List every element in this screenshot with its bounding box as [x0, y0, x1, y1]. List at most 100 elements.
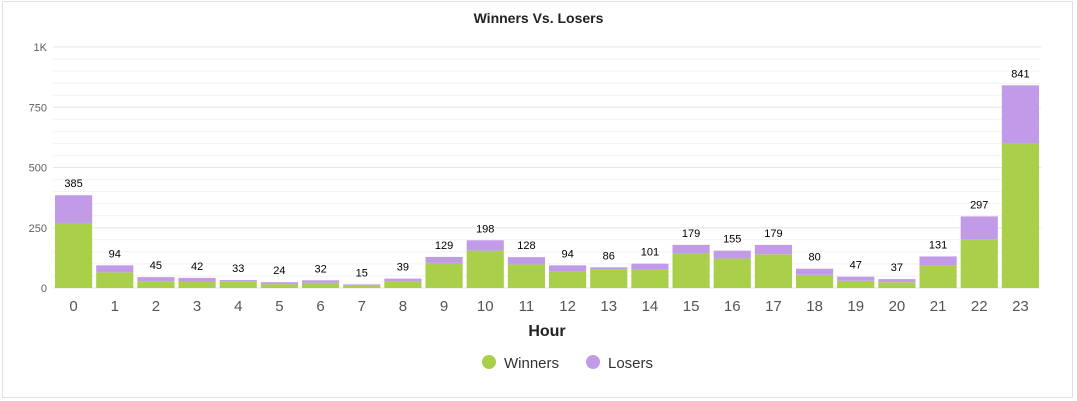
legend-marker-winners	[482, 355, 496, 369]
legend-item-losers[interactable]: Losers	[586, 355, 653, 372]
bar-losers-8[interactable]	[384, 278, 422, 282]
data-label-11: 128	[517, 240, 535, 252]
x-tick-label-0: 0	[69, 298, 77, 315]
x-tick-label-15: 15	[683, 298, 700, 315]
bar-losers-6[interactable]	[302, 280, 340, 283]
data-label-2: 45	[150, 260, 162, 272]
y-tick-label: 1K	[34, 42, 48, 54]
bar-winners-23[interactable]	[1001, 143, 1039, 288]
data-label-14: 101	[641, 247, 659, 259]
bar-winners-13[interactable]	[590, 269, 628, 288]
legend[interactable]: Winners Losers	[482, 355, 653, 372]
legend-label-losers: Losers	[608, 355, 653, 372]
x-tick-label-13: 13	[600, 298, 617, 315]
bar-winners-18[interactable]	[796, 274, 834, 288]
x-axis-ticks: 0 1 2 3 4 5 6 7 8 9 10 11 12 13 14 15 16 17 18 19 20 21 22 23	[69, 298, 1028, 315]
bar-losers-7[interactable]	[343, 284, 381, 286]
x-tick-label-4: 4	[234, 298, 242, 315]
bar-losers-18[interactable]	[796, 268, 834, 275]
x-tick-label-16: 16	[724, 298, 741, 315]
bar-winners-3[interactable]	[178, 281, 216, 288]
x-tick-label-20: 20	[889, 298, 906, 315]
data-label-7: 15	[356, 267, 368, 279]
bar-losers-9[interactable]	[425, 256, 463, 263]
x-tick-label-11: 11	[519, 298, 535, 315]
bar-losers-20[interactable]	[878, 279, 916, 283]
bar-losers-11[interactable]	[507, 257, 545, 265]
data-label-1: 94	[109, 248, 121, 260]
bar-losers-22[interactable]	[960, 216, 998, 240]
data-label-5: 24	[273, 265, 285, 277]
data-label-0: 385	[64, 178, 82, 190]
bar-losers-16[interactable]	[713, 250, 751, 259]
bar-winners-17[interactable]	[754, 254, 792, 288]
bar-losers-15[interactable]	[672, 244, 710, 254]
data-label-22: 297	[970, 199, 988, 211]
bar-losers-12[interactable]	[549, 265, 587, 272]
bar-winners-16[interactable]	[713, 258, 751, 288]
x-tick-label-10: 10	[477, 298, 494, 315]
data-label-10: 198	[476, 223, 494, 235]
bar-winners-9[interactable]	[425, 262, 463, 288]
data-label-20: 37	[891, 262, 903, 274]
bar-losers-17[interactable]	[754, 244, 792, 255]
bar-winners-1[interactable]	[96, 272, 134, 288]
data-label-21: 131	[929, 239, 947, 251]
bar-winners-19[interactable]	[837, 280, 875, 288]
data-label-23: 841	[1011, 68, 1029, 80]
x-tick-label-12: 12	[559, 298, 576, 315]
data-label-13: 86	[603, 250, 615, 262]
bar-losers-1[interactable]	[96, 265, 134, 273]
bar-losers-23[interactable]	[1001, 85, 1039, 144]
legend-label-winners: Winners	[504, 355, 559, 372]
bar-winners-20[interactable]	[878, 282, 916, 288]
bar-winners-0[interactable]	[55, 222, 93, 288]
data-label-18: 80	[808, 252, 820, 264]
bars	[55, 85, 1039, 288]
bar-losers-4[interactable]	[219, 280, 257, 282]
bar-losers-13[interactable]	[590, 267, 628, 270]
bar-winners-21[interactable]	[919, 265, 957, 288]
grid-lines	[53, 46, 1041, 289]
data-label-12: 94	[561, 248, 573, 260]
x-tick-label-6: 6	[316, 298, 324, 315]
bar-winners-11[interactable]	[507, 264, 545, 288]
x-tick-label-9: 9	[440, 298, 448, 315]
data-label-9: 129	[435, 240, 453, 252]
x-tick-label-5: 5	[275, 298, 283, 315]
x-tick-label-17: 17	[765, 298, 782, 315]
legend-marker-losers	[586, 355, 600, 369]
data-label-6: 32	[314, 263, 326, 275]
data-label-15: 179	[682, 228, 700, 240]
bar-winners-12[interactable]	[549, 271, 587, 288]
bar-losers-3[interactable]	[178, 277, 216, 282]
bar-winners-5[interactable]	[260, 284, 298, 288]
bar-losers-0[interactable]	[55, 195, 93, 223]
bar-losers-5[interactable]	[260, 282, 298, 285]
bar-winners-7[interactable]	[343, 285, 381, 288]
bar-winners-15[interactable]	[672, 253, 710, 288]
bar-winners-2[interactable]	[137, 281, 175, 288]
bar-winners-10[interactable]	[466, 250, 504, 288]
x-tick-label-7: 7	[358, 298, 366, 315]
bar-losers-14[interactable]	[631, 263, 669, 270]
bar-losers-10[interactable]	[466, 240, 504, 251]
bar-winners-8[interactable]	[384, 281, 422, 288]
bar-winners-6[interactable]	[302, 282, 340, 288]
bar-losers-19[interactable]	[837, 276, 875, 281]
y-tick-label: 250	[29, 223, 47, 235]
data-label-8: 39	[397, 262, 409, 274]
bar-winners-22[interactable]	[960, 239, 998, 288]
x-tick-label-1: 1	[111, 298, 119, 315]
data-label-17: 179	[764, 228, 782, 240]
bar-losers-2[interactable]	[137, 277, 175, 282]
legend-item-winners[interactable]: Winners	[482, 355, 559, 372]
x-tick-label-22: 22	[971, 298, 988, 315]
y-tick-label: 500	[29, 163, 47, 175]
bar-losers-21[interactable]	[919, 256, 957, 266]
bar-winners-14[interactable]	[631, 269, 669, 288]
bar-winners-4[interactable]	[219, 281, 257, 288]
x-tick-label-19: 19	[847, 298, 864, 315]
